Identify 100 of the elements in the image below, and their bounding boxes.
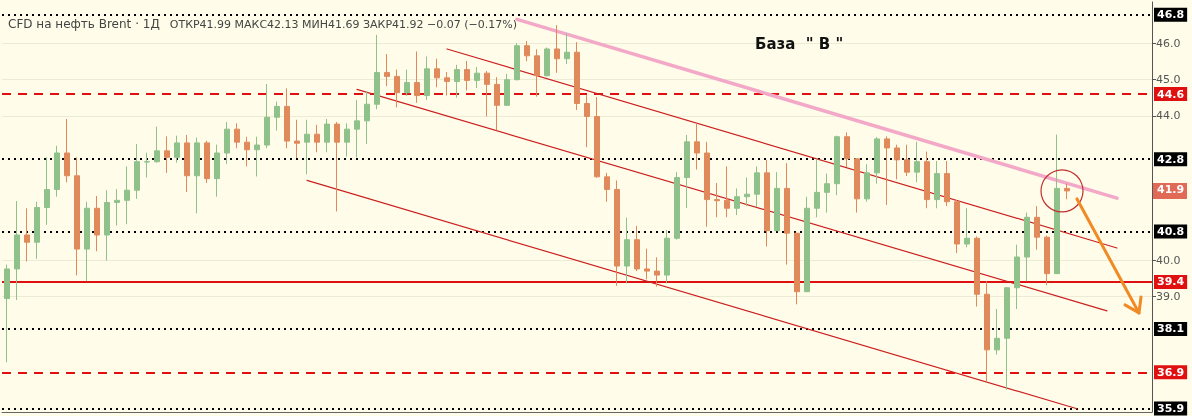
candlestick bbox=[34, 201, 40, 260]
candlestick bbox=[394, 69, 400, 108]
candlestick bbox=[884, 135, 890, 206]
candlestick bbox=[114, 188, 120, 227]
candlestick bbox=[874, 136, 880, 185]
candlestick bbox=[54, 145, 60, 198]
candlestick bbox=[474, 66, 480, 89]
y-tick-label: 40.0 bbox=[1156, 253, 1181, 267]
candlestick bbox=[1064, 182, 1070, 200]
candlestick bbox=[564, 32, 570, 65]
candlestick bbox=[504, 73, 510, 107]
candlestick bbox=[1044, 235, 1050, 286]
candlestick bbox=[834, 135, 840, 196]
candlestick bbox=[444, 71, 450, 97]
ref-line-label: 46.8 bbox=[1157, 8, 1185, 22]
candlestick bbox=[654, 256, 660, 288]
candlestick bbox=[4, 264, 10, 363]
text: ОТКР41.99 МАКС42.13 МИН41.69 ЗАКР41.92 −0.07 (−0.17%) bbox=[169, 17, 518, 31]
candlestick bbox=[454, 64, 460, 99]
candlestick bbox=[934, 160, 940, 209]
ref-line-label: 39.4 bbox=[1157, 275, 1185, 289]
candlestick bbox=[74, 156, 80, 276]
candlestick bbox=[744, 177, 750, 207]
candlestick bbox=[774, 171, 780, 232]
candlestick bbox=[824, 173, 830, 214]
candlestick bbox=[484, 70, 490, 118]
candlestick bbox=[414, 50, 420, 104]
candlestick bbox=[514, 42, 520, 81]
candlestick bbox=[984, 280, 990, 382]
candlestick bbox=[924, 151, 930, 209]
candlestick bbox=[324, 118, 330, 153]
candlestick bbox=[694, 122, 700, 171]
candlestick bbox=[264, 83, 270, 149]
y-tick-label: 44.0 bbox=[1156, 109, 1181, 123]
candlestick bbox=[24, 207, 30, 262]
candlestick bbox=[214, 144, 220, 198]
candlestick bbox=[524, 40, 530, 62]
candlestick bbox=[704, 141, 710, 228]
candlestick bbox=[124, 165, 130, 225]
candlestick bbox=[464, 60, 470, 91]
candlestick bbox=[894, 144, 900, 180]
candlestick bbox=[294, 119, 300, 159]
candlestick bbox=[974, 235, 980, 308]
candlestick bbox=[204, 140, 210, 184]
ref-line-label: 42.8 bbox=[1157, 152, 1185, 166]
candlestick bbox=[964, 207, 970, 248]
candlestick bbox=[584, 94, 590, 148]
candlestick bbox=[104, 189, 110, 262]
candlestick bbox=[364, 90, 370, 145]
candlestick bbox=[804, 196, 810, 293]
candlestick bbox=[194, 136, 200, 214]
candlestick bbox=[904, 144, 910, 177]
candlestick bbox=[914, 141, 920, 183]
candlestick bbox=[274, 101, 280, 132]
candlestick bbox=[174, 135, 180, 164]
candlestick bbox=[814, 158, 820, 218]
candlestick bbox=[594, 96, 600, 179]
candlestick bbox=[754, 165, 760, 208]
candlestick bbox=[354, 99, 360, 158]
candlestick bbox=[534, 48, 540, 98]
candlestick bbox=[244, 136, 250, 167]
candlestick bbox=[314, 124, 320, 153]
annotation: 41.9 bbox=[1157, 182, 1185, 196]
ref-line-label: 40.8 bbox=[1157, 224, 1185, 238]
candlestick bbox=[144, 152, 150, 179]
candlestick bbox=[1004, 286, 1010, 391]
candlestick bbox=[784, 162, 790, 266]
candlestick bbox=[574, 41, 580, 111]
candlestick bbox=[1054, 134, 1060, 275]
candlestick bbox=[944, 160, 950, 207]
candlestick bbox=[254, 136, 260, 177]
ref-line-label: 44.6 bbox=[1157, 87, 1185, 101]
candlestick bbox=[134, 143, 140, 200]
candlestick bbox=[334, 121, 340, 213]
ref-line-label: 35.9 bbox=[1157, 401, 1185, 415]
candlestick bbox=[64, 118, 70, 183]
candlestick bbox=[434, 58, 440, 88]
candlestick bbox=[1014, 244, 1020, 310]
candlestick bbox=[94, 195, 100, 252]
candlestick bbox=[184, 134, 190, 193]
candlestick bbox=[234, 122, 240, 149]
candlestick bbox=[1024, 212, 1030, 282]
ref-line-label: 38.1 bbox=[1157, 322, 1185, 336]
candlestick bbox=[844, 131, 850, 168]
candlestick bbox=[154, 126, 160, 164]
candlestick bbox=[954, 199, 960, 254]
candlestick bbox=[794, 232, 800, 305]
y-tick-label: 39.0 bbox=[1156, 289, 1181, 303]
candlestick bbox=[634, 225, 640, 272]
candlestick bbox=[14, 200, 20, 301]
candlestick bbox=[384, 53, 390, 87]
candlestick bbox=[734, 187, 740, 216]
annotation: База " В " bbox=[755, 34, 844, 53]
text: CFD на нефть Brent · 1Д bbox=[8, 17, 160, 31]
candlestick bbox=[724, 165, 730, 218]
candlestick bbox=[84, 201, 90, 282]
candlestick bbox=[684, 134, 690, 209]
candlestick bbox=[864, 163, 870, 203]
candlestick bbox=[664, 229, 670, 284]
candlestick bbox=[164, 135, 170, 174]
